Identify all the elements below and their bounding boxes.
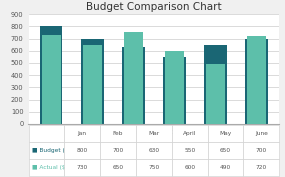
Title: Budget Comparison Chart: Budget Comparison Chart xyxy=(86,2,222,12)
Bar xyxy=(83,45,102,124)
Bar xyxy=(165,51,184,124)
Bar xyxy=(40,26,62,124)
Bar xyxy=(124,32,143,124)
Bar xyxy=(247,36,266,124)
Bar xyxy=(122,47,145,124)
Bar xyxy=(42,35,61,124)
Bar xyxy=(163,57,186,124)
Bar xyxy=(206,64,225,124)
Bar xyxy=(204,45,227,124)
Bar xyxy=(245,39,268,124)
Bar xyxy=(81,39,103,124)
